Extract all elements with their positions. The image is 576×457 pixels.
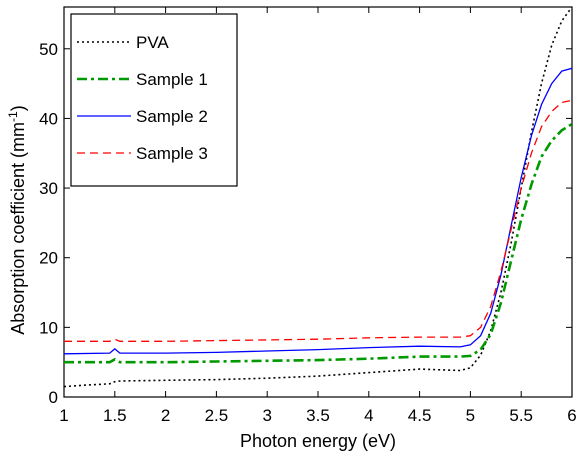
series-layer [64, 7, 572, 388]
series-line-2 [64, 122, 572, 364]
x-tick-label: 5.5 [509, 406, 533, 425]
series-line-3 [64, 67, 572, 355]
x-axis-title: Photon energy (eV) [240, 431, 396, 451]
y-axis-title-end: ) [8, 105, 28, 111]
legend-label-1: PVA [136, 33, 169, 52]
x-tick-label: 5 [466, 406, 475, 425]
x-tick-label: 2.5 [205, 406, 229, 425]
y-tick-label: 30 [39, 179, 58, 198]
x-tick-label: 1.5 [103, 406, 127, 425]
x-tick-label: 1 [59, 406, 68, 425]
y-tick-label: 0 [49, 388, 58, 407]
legend: PVA Sample 1 Sample 2 Sample 3 [70, 13, 238, 187]
y-tick-label: 20 [39, 249, 58, 268]
x-tick-label: 6 [567, 406, 576, 425]
ticks-layer: 1 1.5 2 2.5 3 3.5 4 4.5 5 5.5 6 0 10 20 30 40 50 [39, 7, 576, 425]
legend-label-2: Sample 1 [136, 70, 208, 89]
y-tick-label: 40 [39, 109, 58, 128]
y-tick-label: 50 [39, 40, 58, 59]
x-tick-label: 4 [364, 406, 373, 425]
y-tick-label: 10 [39, 318, 58, 337]
y-axis-title-sup: -1 [6, 111, 20, 122]
y-axis-title-main: Absorption coefficient (mm [8, 122, 28, 335]
y-axis-title: Absorption coefficient (mm-1) [6, 105, 28, 334]
x-tick-label: 3 [262, 406, 271, 425]
legend-label-3: Sample 2 [136, 107, 208, 126]
x-tick-label: 2 [161, 406, 170, 425]
x-tick-label: 4.5 [408, 406, 432, 425]
x-tick-label: 3.5 [306, 406, 330, 425]
legend-label-4: Sample 3 [136, 144, 208, 163]
series-line-4 [64, 99, 572, 342]
